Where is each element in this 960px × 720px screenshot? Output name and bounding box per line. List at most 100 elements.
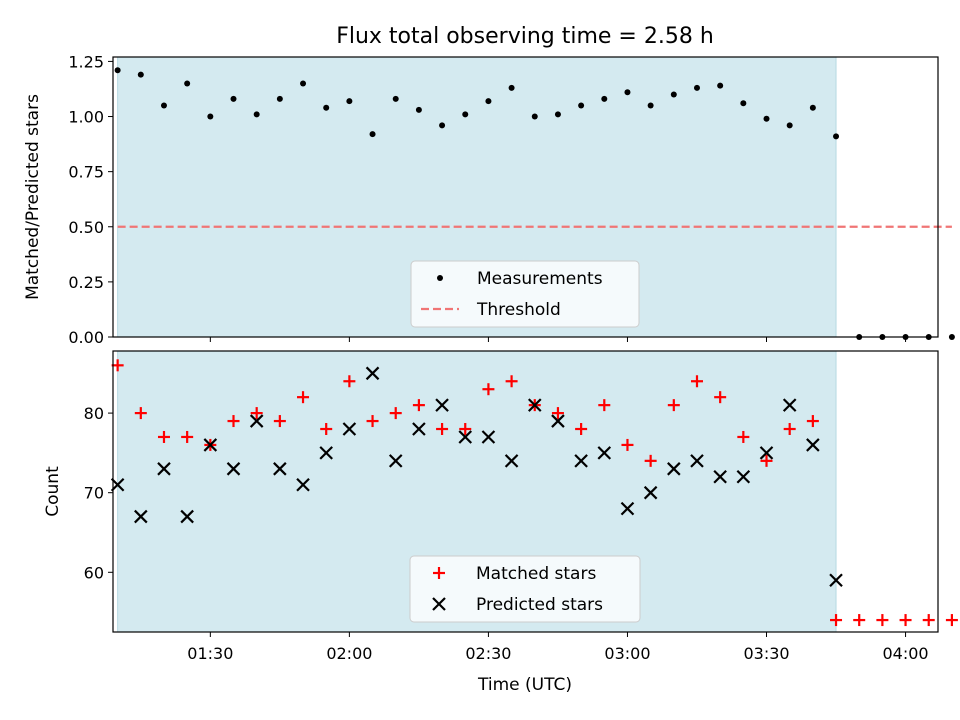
matched-stars-point <box>922 614 935 627</box>
predicted-stars-point <box>296 477 310 492</box>
predicted-stars-point <box>504 454 519 468</box>
ratio-plot: 0.00 0.25 0.50 0.75 1.00 1.25 Matched/Predicte… <box>23 52 955 347</box>
matched-stars-point <box>297 391 310 404</box>
predicted-stars-point <box>713 469 727 484</box>
matched-stars-point <box>830 614 843 627</box>
measurements-point <box>207 113 214 120</box>
predicted-stars-point <box>574 454 588 468</box>
matched-stars-point <box>690 375 703 388</box>
measurements-point <box>809 104 816 111</box>
measurements-point <box>693 84 700 91</box>
predicted-stars-point <box>435 398 449 412</box>
matched-stars-point <box>505 375 518 388</box>
measurements-point <box>624 89 631 96</box>
predicted-stars-point <box>829 573 843 588</box>
matched-stars-point <box>227 415 240 428</box>
measurements-point <box>137 71 144 78</box>
figure-title: Flux total observing time = 2.58 h <box>336 24 714 49</box>
predicted-stars-point <box>527 398 542 412</box>
matched-stars-point <box>644 454 657 467</box>
legend-label-predicted-stars: Predicted stars <box>476 595 603 615</box>
matched-stars-point <box>389 407 402 420</box>
matched-stars-point <box>667 399 680 412</box>
x-tick-label: 02:00 <box>326 644 372 663</box>
predicted-stars-point <box>667 462 681 476</box>
predicted-stars-point <box>643 485 658 500</box>
matched-stars-point <box>320 423 333 436</box>
measurements-point <box>160 102 167 109</box>
legend-swatch <box>433 567 445 579</box>
matched-stars-point <box>412 399 425 412</box>
measurements-point <box>786 122 793 129</box>
measurements-point <box>508 84 515 91</box>
measurements-point <box>300 80 307 87</box>
x-tick-label: 01:30 <box>187 644 233 663</box>
measurements-point <box>717 82 724 89</box>
measurements-point <box>439 122 446 129</box>
x-tick-label: 03:00 <box>604 644 650 663</box>
matched-stars-point <box>598 399 611 412</box>
predicted-stars-point <box>620 501 635 516</box>
matched-stars-point <box>945 614 958 627</box>
predicted-stars-point <box>388 454 403 468</box>
matched-stars-point <box>343 375 356 388</box>
matched-stars-point <box>157 430 170 443</box>
legend-swatch <box>432 597 446 611</box>
legend-box <box>410 260 640 328</box>
y-tick-label: 0.50 <box>68 218 104 237</box>
x-axis-label: Time (UTC) <box>477 675 572 695</box>
measurements-point <box>740 100 747 107</box>
measurements-point <box>647 102 654 109</box>
measurements-point <box>601 95 608 102</box>
measurements-point <box>346 98 353 105</box>
measurements-point <box>763 115 770 122</box>
predicted-stars-point <box>458 430 473 444</box>
matched-stars-point <box>737 430 750 443</box>
predicted-stars-point <box>365 366 380 381</box>
matched-stars-point <box>714 391 727 404</box>
matched-stars-point <box>876 614 889 627</box>
legend-box <box>409 555 641 623</box>
legend-label-threshold: Threshold <box>476 300 561 320</box>
legend-label-matched-stars: Matched stars <box>476 564 596 584</box>
legend-swatch <box>437 275 443 281</box>
matched-stars-point <box>436 423 449 436</box>
measurements-point <box>184 80 191 87</box>
y-tick-label: 0.00 <box>68 328 104 347</box>
matched-stars-point <box>134 407 147 420</box>
y-tick-label: 0.75 <box>68 163 104 182</box>
matched-stars-point <box>181 430 194 443</box>
predicted-stars-point <box>782 398 797 412</box>
measurements-point <box>948 334 955 340</box>
measurements-point <box>531 113 538 120</box>
y-tick-label: 60 <box>84 563 104 582</box>
predicted-stars-point <box>551 414 565 428</box>
matched-stars-point <box>273 415 286 428</box>
predicted-stars-point <box>249 414 264 428</box>
matched-stars-point <box>806 415 819 428</box>
axes-frame <box>112 56 939 338</box>
y-tick-label: 0.25 <box>68 273 104 292</box>
measurements-point <box>578 102 585 109</box>
predicted-stars-point <box>203 438 218 452</box>
y-tick-label: 80 <box>84 404 104 423</box>
measurements-point <box>415 106 422 113</box>
measurements-point <box>114 67 121 74</box>
y-axis-label: Count <box>43 466 63 517</box>
matched-stars-point <box>366 415 379 428</box>
predicted-stars-point <box>597 446 612 460</box>
predicted-stars-point <box>736 469 751 484</box>
x-tick-label: 02:30 <box>465 644 511 663</box>
predicted-stars-point <box>134 509 148 524</box>
x-tick-label: 03:30 <box>743 644 789 663</box>
legend-label-measurements: Measurements <box>477 269 603 289</box>
matched-stars-point <box>250 407 263 420</box>
measurements-point <box>369 131 376 138</box>
predicted-stars-point <box>319 446 333 460</box>
predicted-stars-point <box>342 422 357 436</box>
matched-stars-point <box>621 438 634 451</box>
measurements-point <box>276 95 283 102</box>
matched-stars-point <box>853 614 866 627</box>
predicted-stars-point <box>157 462 171 476</box>
